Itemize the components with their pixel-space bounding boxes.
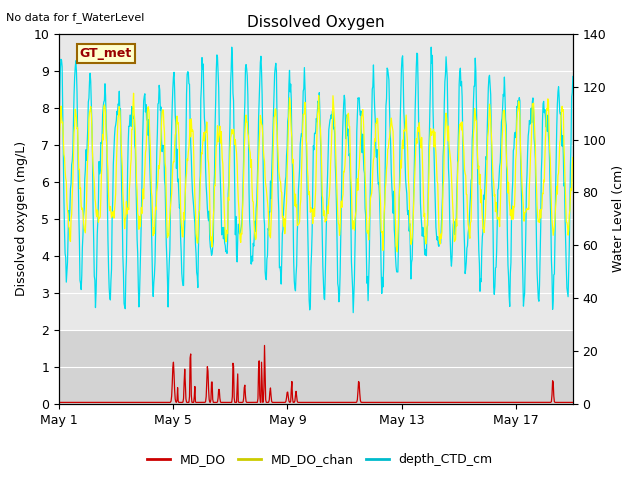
Y-axis label: Dissolved oxygen (mg/L): Dissolved oxygen (mg/L)	[15, 141, 28, 297]
Y-axis label: Water Level (cm): Water Level (cm)	[612, 165, 625, 273]
Bar	[59, 330, 573, 404]
Text: No data for f_WaterLevel: No data for f_WaterLevel	[6, 12, 145, 23]
Text: GT_met: GT_met	[80, 47, 132, 60]
Title: Dissolved Oxygen: Dissolved Oxygen	[247, 15, 385, 30]
Legend: MD_DO, MD_DO_chan, depth_CTD_cm: MD_DO, MD_DO_chan, depth_CTD_cm	[142, 448, 498, 471]
